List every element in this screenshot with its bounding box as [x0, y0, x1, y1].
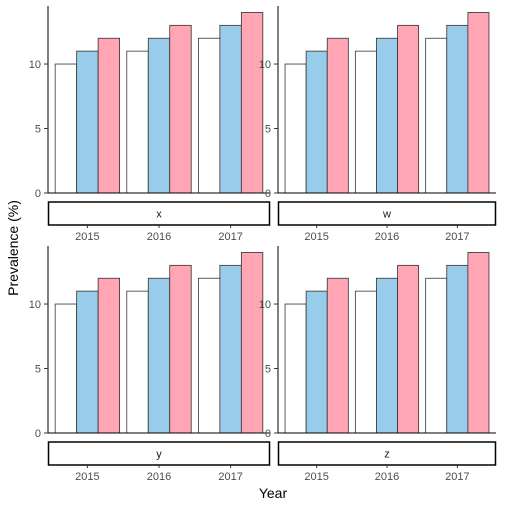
bar-panel-z-2015-s2 [305, 290, 328, 434]
bar-panel-z-2017-s2 [446, 264, 469, 434]
bar-panel-w-2016-s2 [376, 37, 398, 194]
bar-panel-w-2017-s3 [467, 12, 490, 194]
y-tick-label-w-10: 10 [259, 59, 271, 71]
bar-panel-x-2015-s2 [76, 50, 99, 194]
bar-panel-z-2016-s2 [376, 277, 398, 434]
bar-panel-x-2017-s2 [219, 24, 242, 194]
y-tick-label-y-10: 10 [29, 299, 41, 311]
x-tick-label-x-2015: 2015 [75, 231, 99, 243]
y-tick-label-w-0: 0 [265, 188, 271, 200]
bar-panel-y-2015-s2 [76, 290, 99, 434]
bar-panel-y-2016-s1 [126, 290, 149, 434]
y-tick-label-z-5: 5 [265, 364, 271, 376]
facet-strip-label-x: x [156, 209, 162, 221]
bar-panel-x-2017-s1 [197, 37, 221, 194]
bar-panel-y-2017-s1 [197, 277, 221, 434]
facet-strip-label-z: z [384, 449, 390, 461]
y-tick-label-w-5: 5 [265, 124, 271, 136]
bar-panel-w-2017-s2 [446, 24, 469, 194]
x-tick-label-y-2016: 2016 [147, 471, 171, 483]
x-tick-label-y-2015: 2015 [75, 471, 99, 483]
bar-panel-x-2016-s2 [147, 37, 171, 194]
bar-panel-w-2016-s3 [397, 24, 420, 194]
bar-panel-z-2015-s1 [284, 303, 307, 434]
bar-panel-w-2016-s1 [354, 50, 377, 194]
x-tick-label-y-2017: 2017 [218, 471, 242, 483]
x-tick-label-z-2015: 2015 [304, 471, 328, 483]
y-tick-label-x-0: 0 [35, 188, 41, 200]
bar-panel-z-2017-s1 [425, 277, 448, 434]
bar-panel-y-2016-s3 [169, 264, 192, 434]
bar-panel-x-2017-s3 [240, 12, 264, 194]
bar-panel-w-2015-s2 [305, 50, 328, 194]
y-tick-label-x-10: 10 [29, 59, 41, 71]
y-tick-label-x-5: 5 [35, 124, 41, 136]
x-tick-label-w-2017: 2017 [445, 231, 469, 243]
x-tick-label-w-2015: 2015 [304, 231, 328, 243]
bar-panel-w-2015-s3 [326, 37, 349, 194]
y-tick-label-y-5: 5 [35, 364, 41, 376]
bar-panel-y-2017-s2 [219, 264, 242, 434]
bar-panel-x-2016-s1 [126, 50, 149, 194]
x-tick-label-x-2016: 2016 [147, 231, 171, 243]
x-tick-label-w-2016: 2016 [375, 231, 399, 243]
x-tick-label-x-2017: 2017 [218, 231, 242, 243]
facet-strip-label-y: y [156, 449, 162, 461]
facet-strip-label-w: w [382, 209, 391, 221]
bar-panel-x-2016-s3 [169, 24, 192, 194]
bar-panel-y-2016-s2 [147, 277, 171, 434]
y-axis-title: Prevalence (%) [5, 200, 21, 296]
bar-panel-x-2015-s1 [54, 63, 78, 194]
y-tick-label-z-0: 0 [265, 428, 271, 440]
bar-panel-z-2015-s3 [326, 277, 349, 434]
x-tick-label-z-2017: 2017 [445, 471, 469, 483]
bar-panel-y-2015-s1 [54, 303, 78, 434]
bar-panel-z-2017-s3 [467, 252, 490, 434]
bar-panel-x-2015-s3 [97, 37, 121, 194]
bar-panel-z-2016-s1 [354, 290, 377, 434]
x-axis-title: Year [259, 485, 288, 501]
bar-panel-y-2017-s3 [240, 252, 264, 434]
x-tick-label-z-2016: 2016 [375, 471, 399, 483]
bar-panel-w-2017-s1 [425, 37, 448, 194]
bar-panel-w-2015-s1 [284, 63, 307, 194]
y-tick-label-z-10: 10 [259, 299, 271, 311]
bar-panel-z-2016-s3 [397, 264, 420, 434]
bar-panel-y-2015-s3 [97, 277, 121, 434]
y-tick-label-y-0: 0 [35, 428, 41, 440]
